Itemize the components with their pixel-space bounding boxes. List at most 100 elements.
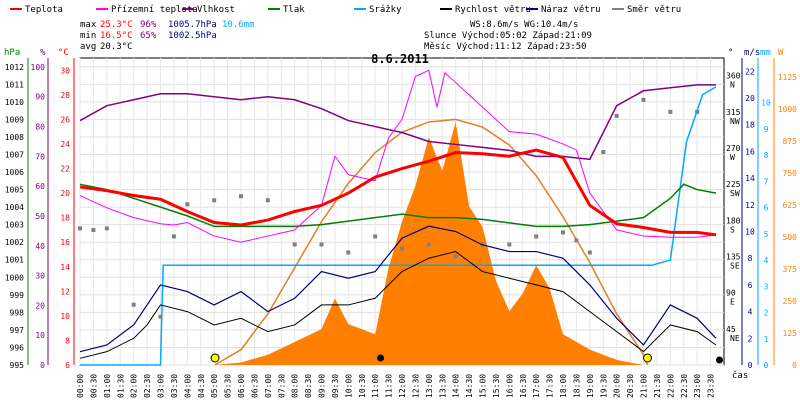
axis-title-ms: m/s — [744, 48, 760, 58]
axis-tick-time: 04:00 — [183, 374, 192, 398]
temperature-line — [79, 148, 717, 237]
axis-tick-percent: 10 — [35, 331, 45, 340]
axis-tick-hpa: 1001 — [5, 256, 24, 265]
stat-label-max: max — [80, 20, 97, 30]
axis-tick-percent: 50 — [35, 212, 45, 221]
axis-tick-degree: 315 — [726, 108, 741, 117]
solar-theoretical-curve — [214, 118, 649, 366]
axis-tick-time: 23:00 — [693, 374, 702, 398]
axis-tick-degree: 90 — [726, 289, 736, 298]
sunrise-marker — [210, 353, 220, 363]
legend-label: Tlak — [283, 5, 305, 15]
axis-tick-time: 09:00 — [318, 374, 327, 398]
axis-tick-celsius: 16 — [60, 238, 70, 247]
axis-tick-degree: 270 — [726, 144, 741, 153]
axis-tick-hpa: 1011 — [5, 80, 24, 89]
axis-tick-w: 875 — [783, 137, 798, 146]
legend-label: Náraz větru — [541, 5, 601, 15]
wind-direction-point — [171, 234, 176, 239]
axis-tick-hpa: 1009 — [5, 115, 24, 124]
wind-direction-point — [641, 97, 646, 102]
axis-tick-ms: 6 — [748, 281, 753, 290]
stat-label-min: min — [80, 31, 96, 41]
axis-tick-mm: 0 — [764, 361, 769, 370]
axis-tick-time: 06:30 — [250, 374, 259, 398]
moon-times: Měsíc Východ:11:12 Západ:23:50 — [424, 42, 587, 52]
axis-tick-hpa: 1005 — [5, 186, 24, 195]
axis-tick-celsius: 20 — [60, 189, 70, 198]
sun-times: Slunce Východ:05:02 Západ:21:09 — [424, 31, 592, 41]
axis-tick-w: 500 — [783, 233, 798, 242]
legend-label: Rychlost větru — [455, 5, 531, 15]
axis-tick-celsius: 18 — [60, 214, 70, 223]
axis-tick-time: 16:00 — [505, 374, 514, 398]
wind-direction-point — [373, 234, 378, 239]
axis-tick-mm: 2 — [764, 309, 769, 318]
axis-tick-hpa: 1007 — [5, 150, 24, 159]
axis-tick-time: 18:00 — [559, 374, 568, 398]
wind-direction-point — [574, 238, 579, 243]
stat-label-avg: avg — [80, 42, 96, 52]
axis-tick-time: 10:30 — [358, 374, 367, 398]
axis-tick-degree: 360 — [726, 72, 741, 81]
axis-tick-time: 14:30 — [465, 374, 474, 398]
axis-title-time: čas — [732, 370, 748, 381]
axis-tick-mm: 8 — [764, 151, 769, 160]
wind-direction-point — [78, 226, 82, 231]
axis-tick-time: 03:30 — [170, 374, 179, 398]
wind-direction-point — [104, 226, 109, 231]
axis-tick-celsius: 8 — [65, 336, 70, 345]
axis-tick-time: 01:00 — [103, 374, 112, 398]
axis-tick-time: 19:30 — [599, 374, 608, 398]
axis-tick-celsius: 24 — [60, 140, 70, 149]
wind-direction-point — [185, 202, 190, 207]
stat-max-rain: 10.6mm — [222, 20, 255, 30]
legend-label: Srážky — [369, 5, 402, 15]
axis-tick-direction: SW — [730, 189, 740, 198]
axis-tick-ms: 14 — [745, 174, 755, 183]
stat-max-temp: 25.3°C — [100, 20, 133, 30]
axis-tick-celsius: 26 — [60, 115, 70, 124]
axis-tick-time: 05:30 — [224, 374, 233, 398]
axis-tick-percent: 60 — [35, 182, 45, 191]
axis-tick-time: 00:30 — [89, 374, 98, 398]
axis-tick-percent: 80 — [35, 123, 45, 132]
axis-tick-direction: E — [730, 298, 735, 307]
wind-summary: WS:8.6m/s WG:10.4m/s — [470, 20, 578, 30]
axis-tick-direction: N — [730, 81, 735, 90]
axis-tick-hpa: 1006 — [5, 168, 24, 177]
axis-tick-degree: 45 — [726, 325, 736, 334]
sunset-marker — [643, 353, 653, 363]
axis-tick-percent: 40 — [35, 242, 45, 251]
axis-tick-celsius: 28 — [60, 91, 70, 100]
axis-tick-time: 05:00 — [210, 374, 219, 398]
wind-gust-line — [79, 225, 717, 353]
axis-tick-time: 08:30 — [304, 374, 313, 398]
axis-tick-degree: 225 — [726, 180, 741, 189]
axis-tick-time: 13:00 — [425, 374, 434, 398]
axis-tick-time: 12:30 — [411, 374, 420, 398]
axis-tick-w: 125 — [783, 329, 798, 338]
axis-tick-mm: 10 — [761, 99, 771, 108]
axis-tick-time: 08:00 — [291, 374, 300, 398]
axis-tick-w: 750 — [783, 169, 798, 178]
axis-tick-celsius: 22 — [60, 165, 70, 174]
axis-tick-mm: 4 — [764, 256, 769, 265]
axis-tick-mm: 3 — [764, 282, 769, 291]
axis-tick-time: 11:00 — [371, 374, 380, 398]
axis-tick-direction: W — [730, 153, 735, 162]
axis-tick-time: 06:00 — [237, 374, 246, 398]
axis-tick-ms: 0 — [748, 361, 753, 370]
axis-tick-hpa: 997 — [10, 326, 25, 335]
axis-tick-time: 20:00 — [613, 374, 622, 398]
wind-direction-point — [400, 246, 404, 251]
axis-tick-time: 04:30 — [197, 374, 206, 398]
axis-tick-time: 07:00 — [264, 374, 273, 398]
axis-tick-mm: 5 — [764, 230, 769, 239]
axis-title-mm: mm — [760, 48, 771, 58]
wind-direction-point — [668, 109, 673, 114]
axis-tick-hpa: 996 — [10, 343, 25, 352]
wind-direction-point — [131, 302, 136, 307]
wind-direction-point — [426, 242, 431, 247]
